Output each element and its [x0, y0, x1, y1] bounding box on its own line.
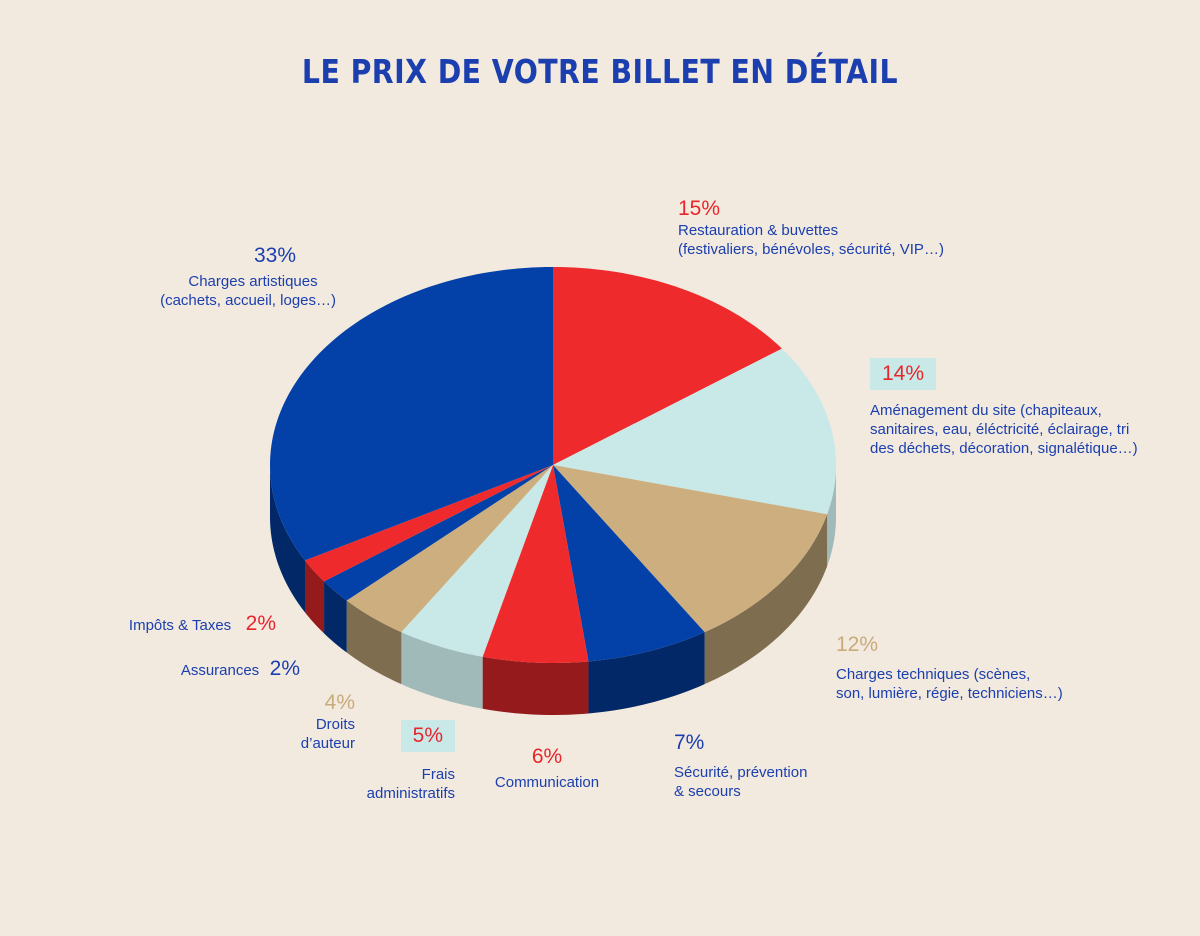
label-impots-taxes: Impôts & Taxes 2%	[100, 611, 276, 637]
slice-label: Droits	[315, 716, 355, 734]
value-label: 7%	[674, 731, 705, 754]
value-label: 15%	[678, 197, 721, 220]
pie-slice-charges-techniques-scenes	[553, 465, 828, 633]
value-label: 2%	[245, 612, 276, 635]
slice-label: Assurances	[180, 662, 260, 679]
pie-side-frais	[401, 632, 483, 709]
slice-label: Aménagement du site (chapiteaux,	[870, 402, 1102, 420]
pie-side-droits	[346, 600, 402, 685]
slice-label: Restauration & buvettes	[678, 222, 839, 240]
slice-label: Frais	[421, 766, 455, 784]
label-assurances: Assurances 2%	[150, 656, 300, 682]
label-securite: 7% Sécurité, prévention & secours	[674, 730, 807, 802]
pie-slice-restauration-buvettes	[553, 267, 782, 465]
slice-detail-2: des déchets, décoration, signalétique…)	[870, 439, 1138, 457]
value-label: 14%	[870, 358, 937, 391]
slice-detail: son, lumière, régie, techniciens…)	[836, 685, 1063, 702]
pie-slice-frais	[401, 465, 553, 657]
pie-slice-securite-prevention	[553, 465, 705, 662]
chart-title: LE PRIX DE VOTRE BILLET EN DÉTAIL	[301, 52, 899, 91]
value-label: 6%	[531, 745, 563, 768]
value-label: 4%	[324, 691, 355, 714]
label-amenagement: 14% Aménagement du site (chapiteaux, san…	[870, 358, 1138, 459]
pie-side-charges-artistiques	[270, 465, 306, 613]
pie-side-charges-techniques-scenes	[704, 514, 828, 685]
pie-side-communication	[482, 656, 589, 715]
value-label: 12%	[836, 633, 879, 656]
label-restauration: 15% Restauration & buvettes (festivalier…	[678, 196, 944, 260]
pie-slice-communication	[482, 465, 589, 663]
slice-label: Sécurité, prévention	[674, 764, 808, 782]
slice-detail: & secours	[674, 783, 741, 800]
slice-detail: d’auteur	[300, 735, 355, 752]
label-charges-artistiques: 33% Charges artistiques (cachets, accuei…	[130, 243, 336, 311]
pie-slice-amenagement-du-site-chapiteaux	[553, 348, 836, 515]
slice-label: Communication	[494, 774, 600, 792]
pie-side-securite-prevention	[588, 632, 705, 714]
slice-detail: (festivaliers, bénévoles, sécurité, VIP……	[678, 241, 944, 258]
label-droits-auteur: 4% Droits d’auteur	[270, 690, 355, 754]
value-label: 33%	[253, 244, 297, 267]
label-communication: 6% Communication	[492, 744, 602, 793]
slice-label: Charges techniques (scènes,	[836, 666, 1031, 684]
slice-detail: sanitaires, eau, éléctricité, éclairage,…	[870, 421, 1130, 438]
value-label: 5%	[400, 720, 455, 753]
slice-detail: administratifs	[366, 785, 455, 802]
value-label: 2%	[269, 657, 300, 680]
pie-slice-droits	[346, 465, 553, 633]
pie-side-impots-taxes	[305, 560, 325, 634]
pie-side-assurances	[324, 581, 347, 653]
pie-slice-impots-taxes	[305, 465, 553, 582]
pie-slice-assurances	[324, 465, 553, 601]
slice-detail: (cachets, accueil, loges…)	[160, 292, 336, 309]
pie-side-amenagement-du-site-chapiteaux	[827, 465, 836, 567]
label-frais-administratifs: 5% Frais administratifs	[330, 720, 455, 804]
slice-label: Charges artistiques	[188, 273, 318, 291]
slice-label: Impôts & Taxes	[128, 617, 232, 634]
label-charges-techniques: 12% Charges techniques (scènes, son, lum…	[836, 632, 1063, 704]
pie-slice-charges-artistiques	[270, 267, 553, 561]
